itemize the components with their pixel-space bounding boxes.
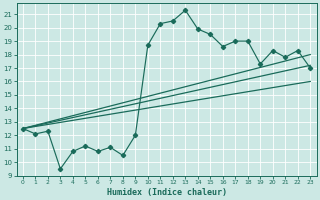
X-axis label: Humidex (Indice chaleur): Humidex (Indice chaleur) bbox=[107, 188, 227, 197]
